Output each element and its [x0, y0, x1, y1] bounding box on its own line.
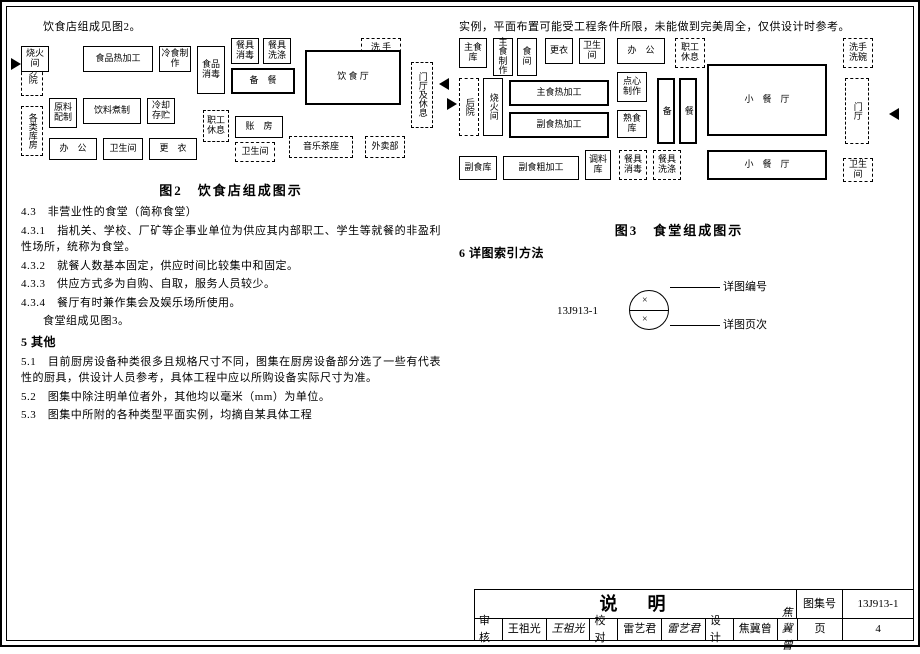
box-fushicu: 副食粗加工: [503, 156, 579, 180]
box-xiaocan2: 小 餐 厅: [707, 150, 827, 180]
s432: 4.3.2 就餐人数基本固定，供应时间比较集中和固定。: [21, 258, 441, 275]
left-intro: 饮食店组成见图2。: [21, 19, 441, 36]
leader-line: [670, 287, 720, 288]
tb-title: 说 明: [475, 590, 797, 618]
tb-ye-label: 页: [798, 618, 844, 640]
box-zhangfang: 账 房: [235, 116, 283, 138]
s51: 5.1 目前厨房设备种类很多且规格尺寸不同，图集在厨房设备部分选了一些有代表性的…: [21, 354, 441, 387]
box-canxd3: 餐具消毒: [619, 150, 647, 180]
box-tiaoliao: 调料库: [585, 150, 611, 180]
box-ws1: 卫生间: [103, 138, 143, 160]
box-zhushiku: 主食库: [459, 38, 487, 68]
tb-shenhe-label: 审核: [475, 618, 503, 640]
x-icon: ×: [642, 293, 648, 308]
box-lengzang: 冷却存贮: [147, 98, 175, 124]
s43: 4.3 非营业性的食堂（简称食堂）: [21, 204, 441, 221]
s43x: 食堂组成见图3。: [21, 313, 441, 330]
page-border: 饮食店组成见图2。 杂务院 烧火间 食品热加工 冷食制作 食品消毒 餐具消毒 餐…: [0, 0, 920, 647]
box-shaohuo3: 烧火间: [483, 78, 503, 136]
tb-sheji-name: 焦冀曾: [734, 618, 778, 640]
s6: 6 详图索引方法: [459, 244, 899, 262]
key-label: 13J913-1: [557, 303, 598, 320]
box-xishou3: 洗手洗碗: [843, 38, 873, 68]
box-rejia: 食品热加工: [83, 46, 153, 72]
leader-line: [670, 325, 720, 326]
tb-shenhe-sig: 王祖光: [547, 618, 591, 640]
box-houyuan: 后院: [459, 78, 479, 136]
s52: 5.2 图集中除注明单位者外，其他均以毫米（mm）为单位。: [21, 389, 441, 406]
box-yuanliao: 原料配制: [49, 98, 77, 128]
box-canxi: 餐具洗涤: [263, 38, 291, 64]
s431: 4.3.1 指机关、学校、厂矿等企事业单位为供应其内部职工、学生等就餐的非盈利性…: [21, 223, 441, 256]
tb-tuji-label: 图集号: [797, 590, 843, 618]
figure-2-diagram: 杂务院 烧火间 食品热加工 冷食制作 食品消毒 餐具消毒 餐具洗涤 洗 手 备 …: [21, 38, 441, 178]
right-cont: 实例，平面布置可能受工程条件所限，未能做到完美周全，仅供设计时参考。: [459, 19, 899, 36]
x-icon: ×: [642, 312, 648, 327]
tb-jiaodui-label: 校对: [590, 618, 618, 640]
box-ws2: 卫生间: [235, 142, 275, 162]
figure-3-diagram: 主食库 主食制作 食间 更衣 卫生间 办 公 职工休息 洗手洗碗 后院 烧火间 …: [459, 38, 889, 218]
arrow-icon: [11, 58, 21, 70]
s434: 4.3.4 餐厅有时兼作集会及娱乐场所使用。: [21, 295, 441, 312]
arrow-icon: [889, 108, 899, 120]
box-canxd: 餐具消毒: [231, 38, 259, 64]
box-lengshi: 冷食制作: [159, 46, 191, 72]
box-canxi3: 餐具洗涤: [653, 150, 681, 180]
box-gengyi3: 更衣: [545, 38, 573, 64]
box-shushi: 熟食库: [617, 110, 647, 138]
box-xiaodu: 食品消毒: [197, 46, 225, 94]
tb-shenhe-name: 王祖光: [503, 618, 547, 640]
arrow-icon: [439, 78, 449, 90]
tb-ye-val: 4: [843, 618, 913, 640]
tb-sheji-label: 设计: [706, 618, 734, 640]
box-bei: 备: [657, 78, 675, 144]
key-top: 详图编号: [723, 279, 767, 296]
key-bot: 详图页次: [723, 317, 767, 334]
box-kufang: 各类库房: [21, 106, 43, 156]
tb-jiaodui-sig: 雷艺君: [662, 618, 706, 640]
tb-tuji-val: 13J913-1: [843, 590, 913, 618]
box-xiaocan1: 小 餐 厅: [707, 64, 827, 136]
box-yinshi: 饮 食 厅: [305, 50, 401, 105]
tb-sheji-sig: 焦冀曾: [778, 618, 798, 640]
index-key-figure: 13J913-1 × × 详图编号 详图页次: [539, 265, 819, 355]
box-zhushire: 主食热加工: [509, 80, 609, 106]
s5: 5 其他: [21, 333, 441, 351]
inner-frame: 饮食店组成见图2。 杂务院 烧火间 食品热加工 冷食制作 食品消毒 餐具消毒 餐…: [6, 6, 914, 641]
box-zhigong3: 职工休息: [675, 38, 705, 68]
fig2-caption: 图2 饮食店组成图示: [21, 181, 441, 201]
box-zhigong: 职工休息: [203, 110, 229, 142]
box-yinyue: 音乐茶座: [289, 136, 353, 158]
box-zhushi: 主食制作: [493, 38, 513, 76]
s53: 5.3 图集中所附的各种类型平面实例，均摘自某具体工程: [21, 407, 441, 424]
box-ws32: 卫生间: [843, 158, 873, 182]
box-fushire: 副食热加工: [509, 112, 609, 138]
right-column: 实例，平面布置可能受工程条件所限，未能做到完美周全，仅供设计时参考。 主食库 主…: [459, 17, 899, 640]
box-gengyi: 更 衣: [149, 138, 197, 160]
fig3-caption: 图3 食堂组成图示: [459, 221, 899, 241]
box-waimai: 外卖部: [365, 136, 405, 158]
box-shi1: 食间: [517, 38, 537, 76]
key-circle-icon: [629, 290, 669, 330]
box-menting: 门厅及休息: [411, 62, 433, 128]
box-bangong: 办 公: [49, 138, 97, 160]
box-fushiku: 副食库: [459, 156, 497, 180]
s433: 4.3.3 供应方式多为自购、自取，服务人员较少。: [21, 276, 441, 293]
title-block: 说 明 图集号 13J913-1 审核 王祖光 王祖光 校对 雷艺君 雷艺君 设…: [474, 589, 914, 641]
box-dianxin: 点心制作: [617, 72, 647, 102]
box-beican: 备 餐: [231, 68, 295, 94]
box-yinliao: 饮料煮制: [83, 98, 141, 124]
box-shaohuo: 烧火间: [21, 46, 49, 72]
tb-jiaodui-name: 雷艺君: [618, 618, 662, 640]
box-menting3: 门厅: [845, 78, 869, 144]
box-can: 餐: [679, 78, 697, 144]
box-bangong3: 办 公: [617, 38, 665, 64]
arrow-icon: [447, 98, 457, 110]
box-ws3: 卫生间: [579, 38, 605, 64]
left-column: 饮食店组成见图2。 杂务院 烧火间 食品热加工 冷食制作 食品消毒 餐具消毒 餐…: [21, 17, 441, 640]
